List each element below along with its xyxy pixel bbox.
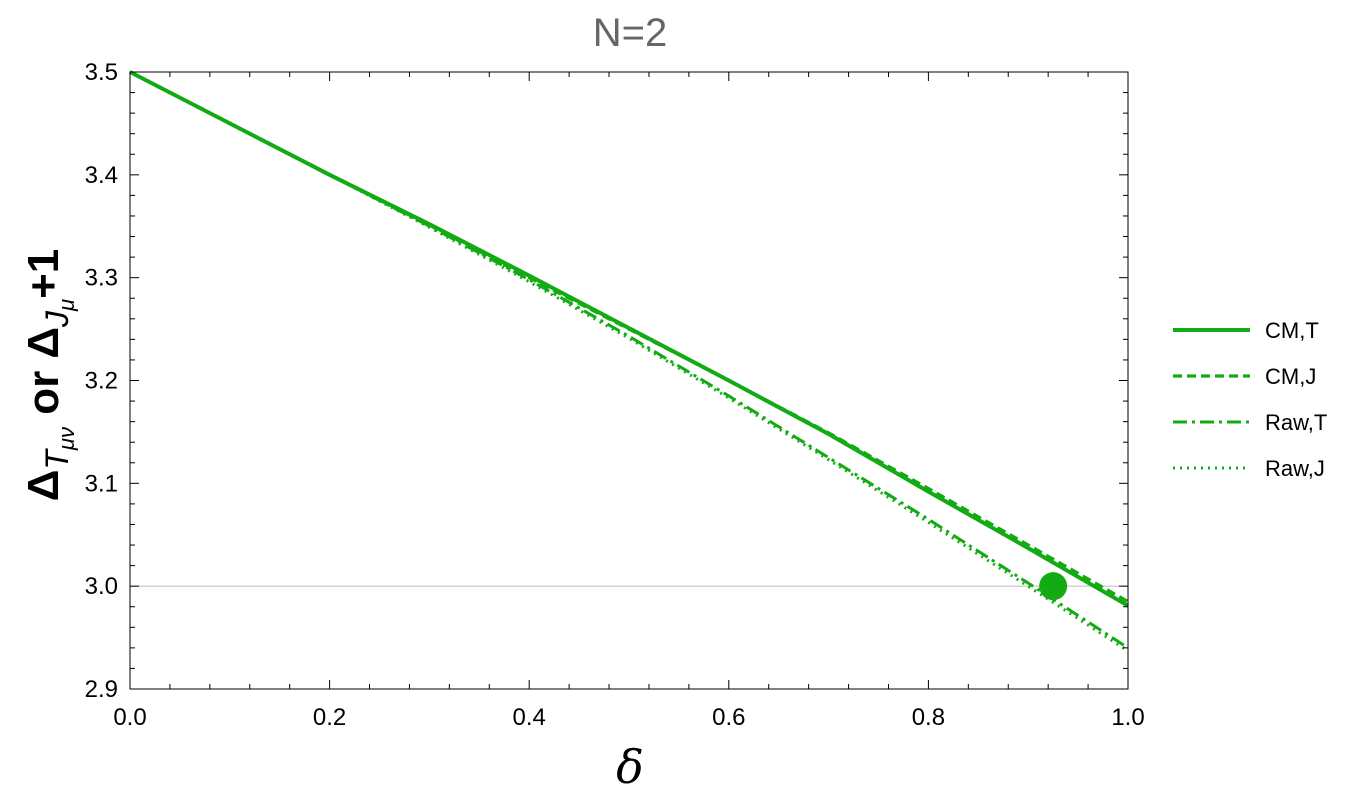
y-tick-label: 3.3 — [85, 265, 118, 292]
x-tick-label: 0.8 — [912, 704, 945, 731]
y-label-sub-t-index: μν — [54, 427, 79, 451]
marker-layer — [1039, 572, 1068, 601]
y-label-middle: or — [19, 359, 68, 427]
y-label-sub-j: J — [39, 310, 75, 328]
svg-text:ΔTμν or ΔJμ+1: ΔTμν or ΔJμ+1 — [19, 249, 79, 502]
legend-label: Raw,J — [1265, 456, 1325, 481]
x-tick-label: 0.0 — [113, 704, 146, 731]
series-layer — [129, 70, 1129, 653]
x-tick-labels: 0.0 0.2 0.4 0.6 0.8 1.0 — [113, 704, 1144, 731]
y-tick-label: 3.1 — [85, 470, 118, 497]
y-tick-label: 2.9 — [85, 676, 118, 703]
y-tick-labels: 2.9 3.0 3.1 3.2 3.3 3.4 3.5 — [85, 59, 118, 703]
series-line-raw-t — [129, 70, 1129, 650]
y-label-sub-t: T — [39, 448, 75, 470]
y-label-sub-j-index: μ — [54, 299, 79, 312]
series-line-cm-t — [129, 70, 1129, 608]
highlight-point — [1039, 572, 1068, 601]
x-tick-label: 0.6 — [712, 704, 745, 731]
y-axis-label: ΔTμν or ΔJμ+1 — [19, 249, 79, 502]
y-tick-label: 3.5 — [85, 59, 118, 86]
x-tick-label: 0.4 — [513, 704, 546, 731]
series-line-cm-j — [129, 70, 1129, 603]
x-tick-label: 0.2 — [313, 704, 346, 731]
y-tick-label: 3.4 — [85, 162, 118, 189]
x-axis-label: δ — [616, 740, 644, 794]
tick-layer — [129, 71, 1129, 690]
y-tick-label: 3.2 — [85, 368, 118, 395]
legend-label: Raw,T — [1265, 410, 1327, 435]
plot-frame — [129, 71, 1129, 690]
chart-title: N=2 — [593, 11, 668, 55]
y-tick-label: 3.0 — [85, 573, 118, 600]
legend-label: CM,T — [1265, 318, 1319, 343]
legend-label: CM,J — [1265, 364, 1316, 389]
x-tick-label: 1.0 — [1111, 704, 1144, 731]
y-label-delta-1: Δ — [19, 470, 68, 502]
legend: CM,T CM,J Raw,T Raw,J — [1173, 318, 1327, 481]
y-label-suffix: +1 — [19, 249, 68, 299]
series-line-raw-j — [129, 70, 1129, 653]
y-label-delta-2: Δ — [19, 327, 68, 359]
